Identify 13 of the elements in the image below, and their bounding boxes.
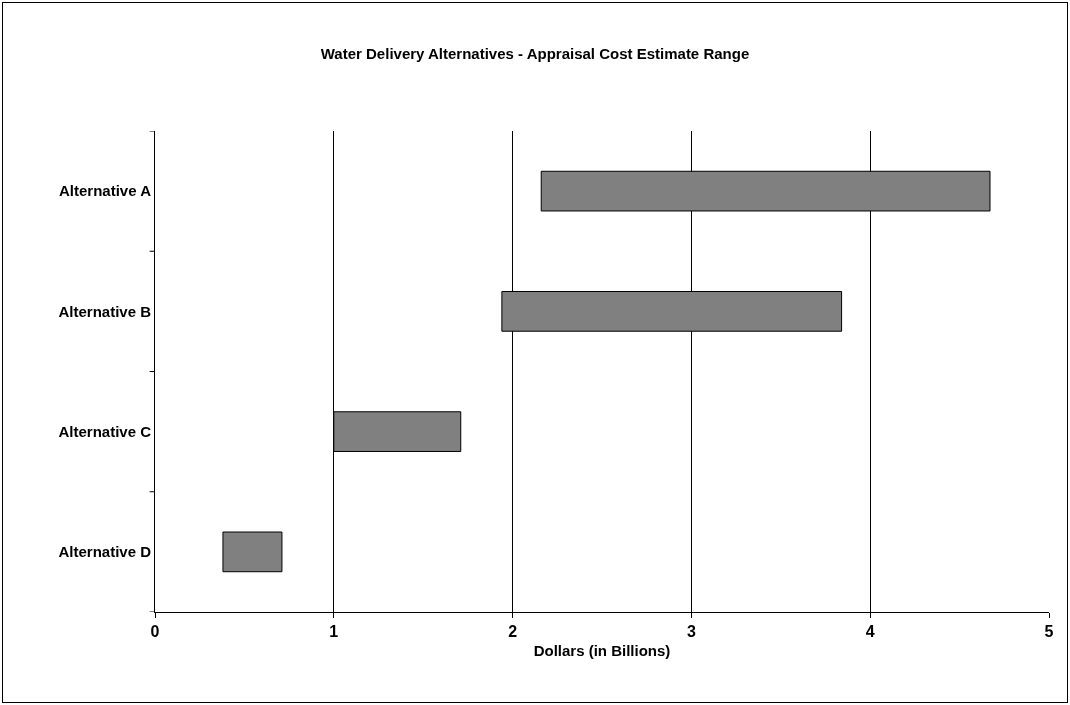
x-tick-label: 0	[150, 623, 160, 641]
x-tick-label: 3	[686, 623, 696, 641]
x-tick-label: 5	[1044, 623, 1054, 641]
x-tick-label: 2	[508, 623, 518, 641]
y-tick-label: Alternative D	[58, 543, 152, 561]
bar	[222, 531, 283, 573]
y-tick-label: Alternative B	[58, 302, 152, 320]
x-tick-label: 4	[865, 623, 875, 641]
chart-title: Water Delivery Alternatives - Appraisal Cost Estimate Range	[320, 44, 750, 62]
y-tick-label: Alternative C	[58, 422, 152, 440]
x-tick-label: 1	[329, 623, 339, 641]
x-axis-title: Dollars (in Billions)	[533, 642, 671, 660]
y-tick-label: Alternative A	[59, 182, 152, 200]
